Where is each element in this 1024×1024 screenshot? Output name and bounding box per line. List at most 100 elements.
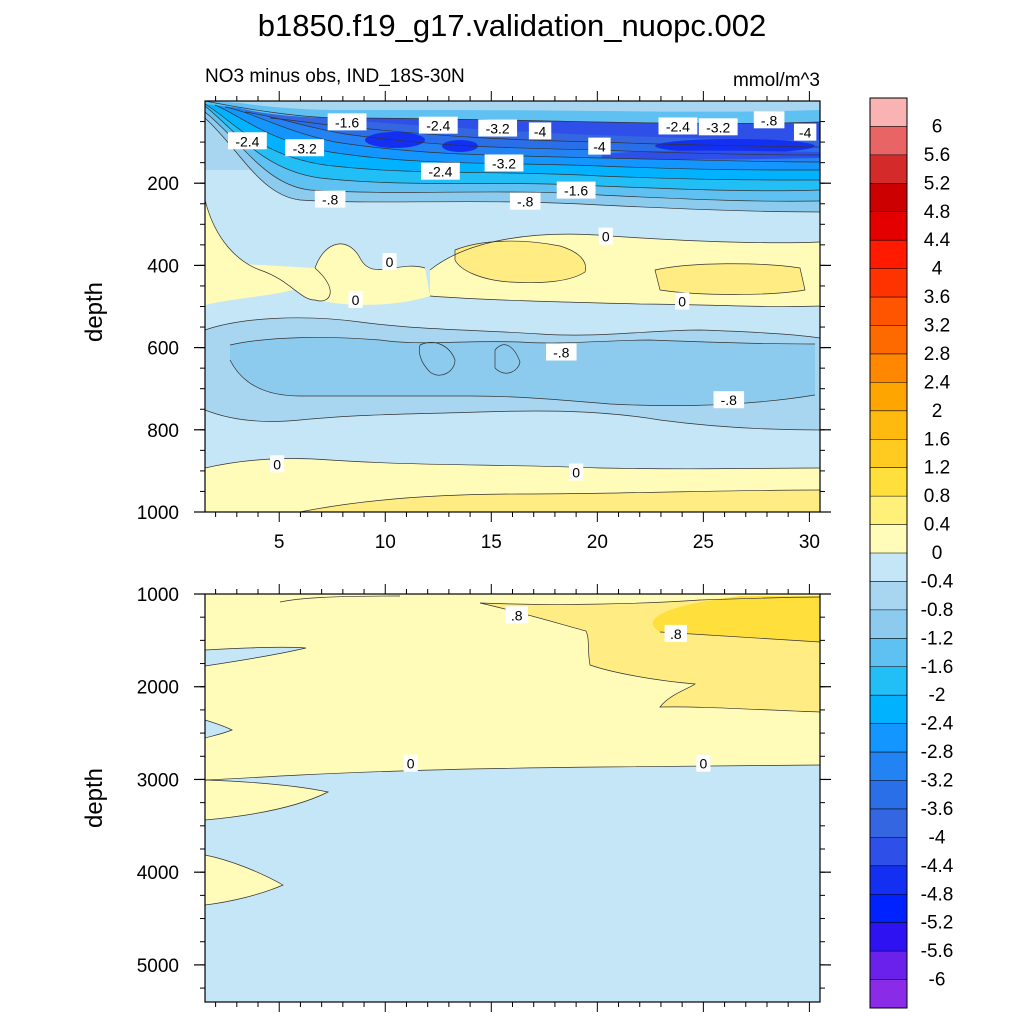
lower-contour-lines: [205, 595, 820, 906]
svg-text:0: 0: [386, 254, 394, 270]
colorbar-swatch: [870, 951, 907, 980]
panel-subtitle-right: mmol/m^3: [733, 70, 820, 91]
colorbar-label: 0: [932, 543, 943, 564]
contour-label: 0: [403, 754, 418, 772]
x-tick-label: 10: [375, 532, 396, 553]
colorbar-label: -4: [929, 827, 946, 848]
contour-label: -.8: [713, 391, 745, 409]
contour-label: 0: [675, 292, 690, 310]
colorbar-label: -6: [929, 970, 946, 991]
y-tick-label: 2000: [137, 678, 179, 699]
colorbar-label: 1.6: [924, 429, 950, 450]
colorbar-swatch: [870, 780, 907, 810]
contour-label: 0: [270, 455, 285, 473]
deep-positive-core: [300, 490, 820, 512]
svg-text:-4: -4: [534, 123, 547, 139]
svg-text:0: 0: [273, 456, 281, 472]
svg-text:-2.4: -2.4: [666, 118, 690, 134]
colorbar-label: -1.6: [921, 657, 954, 678]
colorbar-swatch: [870, 98, 907, 127]
contour-label: -3.2: [478, 119, 518, 137]
svg-text:0: 0: [678, 294, 686, 310]
colorbar-label: 0.4: [924, 515, 951, 536]
colorbar-label: -2.8: [921, 742, 954, 763]
svg-text:0: 0: [572, 465, 580, 481]
svg-text:-2.4: -2.4: [428, 164, 452, 180]
contour-label: -3.2: [698, 118, 738, 136]
contour-label: 0: [569, 463, 584, 481]
y-tick-label: 600: [147, 339, 179, 360]
colorbar-label: -2.4: [921, 714, 954, 735]
colorbar-swatch: [870, 581, 907, 611]
contour-label: -4: [793, 123, 817, 141]
svg-text:-3.2: -3.2: [706, 119, 730, 135]
lower-ylabel: depth: [81, 768, 108, 828]
svg-text:-3.2: -3.2: [486, 121, 510, 137]
lower-x-axis: [215, 584, 810, 1012]
svg-text:-3.2: -3.2: [492, 155, 516, 171]
colorbar-label: -0.4: [921, 571, 954, 592]
contour-label: -1.6: [327, 113, 367, 131]
colorbar-swatch: [870, 638, 907, 668]
colorbar-swatch: [870, 752, 907, 781]
colorbar-label: 0.8: [924, 486, 950, 507]
colorbar-swatch: [870, 382, 907, 412]
colorbar-swatch: [870, 695, 907, 724]
contour-label: 0: [348, 290, 363, 308]
upper-ylabel: depth: [81, 282, 108, 342]
colorbar-label: 3.6: [924, 287, 950, 308]
svg-text:-.8: -.8: [761, 112, 778, 128]
contour-label: -4: [528, 122, 552, 140]
core-minus4p8-b: [442, 140, 478, 152]
contour-label: -2.4: [228, 132, 267, 150]
colorbar-label: 4: [932, 259, 943, 280]
colorbar-label: 6: [932, 116, 943, 137]
lens-0p4-b: [655, 263, 805, 295]
svg-text:-1.6: -1.6: [335, 114, 359, 130]
colorbar-label: -3.2: [921, 771, 954, 792]
contour-label: -.8: [314, 190, 346, 208]
svg-text:-.8: -.8: [721, 392, 738, 408]
svg-text:-4: -4: [799, 125, 812, 141]
colorbar-label: 4.4: [924, 230, 951, 251]
y-tick-label: 1000: [137, 585, 179, 606]
svg-text:-2.4: -2.4: [426, 118, 450, 134]
colorbar-swatch: [870, 808, 907, 838]
colorbar-label: -4.8: [921, 884, 954, 905]
colorbar: 6 5.6 5.2 4.8 4.4 4 3.6 3.2 2.8 2.4 2 1.6 1.2 0.8 0.4 0…: [869, 97, 954, 1009]
contour-label: -.8: [545, 343, 577, 361]
upper-contour-labels: -1.6 -2.4 -3.2 -4 -2.4 -3.2 -.8 -4 -2.4 -3.2 -4 -3.…: [228, 111, 817, 481]
colorbar-label: 5.2: [924, 173, 950, 194]
svg-text:0: 0: [699, 756, 707, 772]
colorbar-swatch: [870, 894, 907, 923]
contour-label: 0: [382, 253, 397, 271]
upper-x-axis: 5 10 15 20 25 30: [215, 91, 820, 553]
svg-text:-4: -4: [593, 139, 606, 155]
contour-label: -4: [588, 137, 611, 155]
colorbar-swatch: [870, 496, 907, 525]
colorbar-label: -1.2: [921, 628, 954, 649]
colorbar-swatch: [870, 410, 907, 440]
colorbar-swatch: [870, 183, 907, 213]
y-tick-label: 3000: [137, 770, 179, 791]
contour-label: -1.6: [556, 181, 596, 199]
colorbar-swatch: [870, 666, 907, 696]
colorbar-label: 4.8: [924, 202, 950, 223]
colorbar-swatch: [870, 524, 907, 554]
x-tick-label: 25: [693, 532, 714, 553]
figure-title: b1850.f19_g17.validation_nuopc.002: [258, 8, 767, 43]
contour-label: -2.4: [658, 117, 698, 135]
colorbar-label: 5.6: [924, 145, 950, 166]
colorbar-label: -5.6: [921, 941, 954, 962]
colorbar-label: 2.4: [924, 372, 951, 393]
colorbar-label: -5.2: [921, 913, 954, 934]
svg-text:.8: .8: [511, 607, 523, 623]
contour-label: 0: [598, 227, 613, 245]
contour-label: .8: [505, 606, 528, 624]
colorbar-swatch: [870, 439, 907, 468]
svg-text:.8: .8: [670, 626, 682, 642]
colorbar-label: 2: [932, 401, 943, 422]
colorbar-swatch: [870, 211, 907, 241]
colorbar-swatch: [870, 353, 907, 383]
